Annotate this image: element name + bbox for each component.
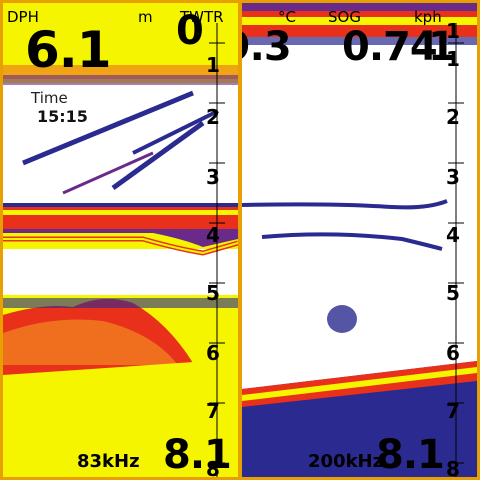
sog-value: 0.74 xyxy=(342,24,438,70)
left-scale-tick: 6 xyxy=(206,341,220,365)
right-scale-tick: 5 xyxy=(446,281,460,305)
right-scale-tick: 4 xyxy=(446,223,460,247)
right-scale-tick: 2 xyxy=(446,105,460,129)
right-scale-tick: 7 xyxy=(446,399,460,423)
right-depth-scale: 1 1 2 3 4 5 6 7 8 xyxy=(446,3,466,477)
left-bottom-depth-value: 8.1 xyxy=(163,432,232,477)
left-scale-tick: 8 xyxy=(206,457,220,477)
twtr-label: TWTR xyxy=(180,8,224,26)
depth-unit-label: m xyxy=(138,8,153,26)
water-temperature-value: 19.3 xyxy=(242,24,292,70)
time-label: Time xyxy=(31,89,68,107)
left-sonar-panel: DPH m TWTR 6.1 0 Time 15:15 83kHz 8.1 1 … xyxy=(3,3,238,477)
left-echo-graphic xyxy=(3,23,238,477)
left-scale-tick: 2 xyxy=(206,105,220,129)
time-value: 15:15 xyxy=(37,107,88,126)
left-scale-tick: 5 xyxy=(206,281,220,305)
left-frequency-label: 83kHz xyxy=(77,451,140,472)
left-scale-tick: 4 xyxy=(206,223,220,247)
left-scale-tick: 1 xyxy=(206,53,220,77)
left-scale-tick: 3 xyxy=(206,165,220,189)
left-partial-overlay-value: 0 xyxy=(176,8,204,54)
right-scale-tick: 1 xyxy=(446,19,460,43)
right-scale-tick: 1 xyxy=(446,47,460,71)
right-frequency-label: 200kHz xyxy=(308,451,384,472)
right-scale-tick: 8 xyxy=(446,457,460,477)
right-partial-overlay-value: 1 xyxy=(428,24,456,70)
left-scale-tick: 7 xyxy=(206,399,220,423)
sog-label: SOG xyxy=(328,8,361,26)
right-sonar-panel: 19.3 °C SOG kph 0.74 1 200kHz 8.1 1 1 2 … xyxy=(242,3,477,477)
depth-label: DPH xyxy=(7,8,39,26)
right-echo-graphic xyxy=(242,3,477,477)
kph-label: kph xyxy=(414,8,442,26)
right-bottom-depth-value: 8.1 xyxy=(376,432,445,477)
right-scale-tick: 6 xyxy=(446,341,460,365)
left-depth-scale: 1 2 3 4 5 6 7 8 xyxy=(206,3,226,477)
depth-value: 6.1 xyxy=(25,21,112,79)
temperature-unit-label: °C xyxy=(278,8,296,26)
right-scale-tick: 3 xyxy=(446,165,460,189)
